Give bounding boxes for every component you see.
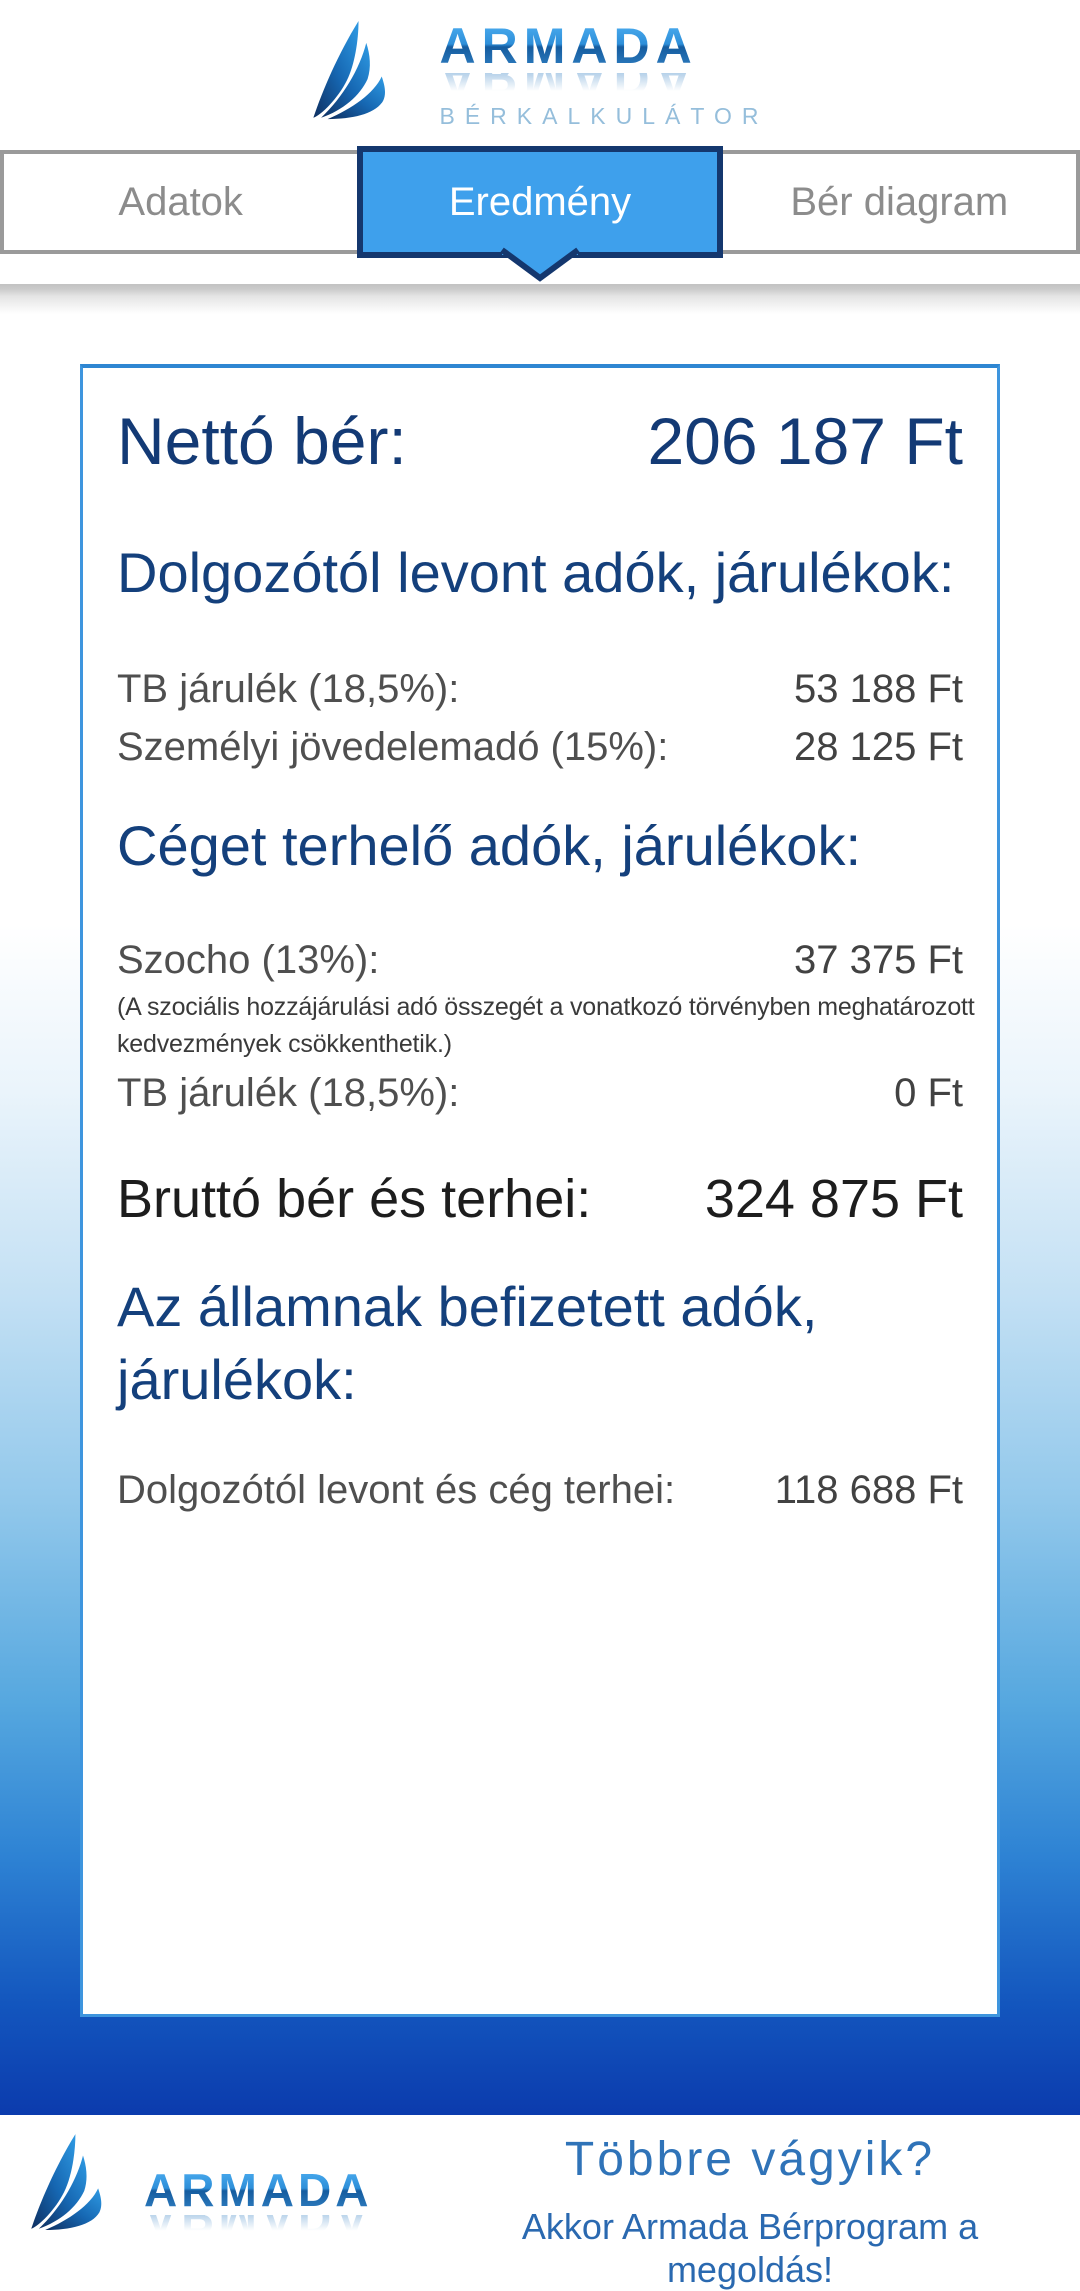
employer-taxes-title: Céget terhelő adók, járulékok: xyxy=(117,813,861,877)
employee-taxes-title: Dolgozótól levont adók, járulékok: xyxy=(117,541,955,605)
brutto-ber-label: Bruttó bér és terhei: xyxy=(117,1168,592,1229)
app-footer: ARMADA ARMADA Többre vágyik? Akkor Armad… xyxy=(0,2115,1080,2290)
netto-ber-value: 206 187 Ft xyxy=(647,404,963,478)
app-header: ARMADA ARMADA BÉRKALKULÁTOR xyxy=(0,0,1080,150)
szocho-value: 37 375 Ft xyxy=(793,937,963,982)
netto-ber-row: Nettó bér: 206 187 Ft xyxy=(117,402,963,481)
promo-tagline: Akkor Armada Bérprogram a megoldás! xyxy=(521,2205,979,2290)
promo-headline: Többre vágyik? xyxy=(564,2133,936,2186)
footer-brand-wordmark-reflection: ARMADA xyxy=(144,2215,373,2241)
brutto-ber-value: 324 875 Ft xyxy=(704,1168,963,1229)
footer-brand-wordmark: ARMADA xyxy=(144,2164,373,2216)
brand-wordmark-reflection: ARMADA xyxy=(439,72,698,103)
armada-logo: ARMADA ARMADA BÉRKALKULÁTOR xyxy=(312,20,769,130)
szja-row: Személyi jövedelemadó (15%): 28 125 Ft xyxy=(117,718,963,776)
brand-text-block: ARMADA ARMADA BÉRKALKULÁTOR xyxy=(440,21,769,130)
footer-armada-sail-icon xyxy=(30,2123,112,2248)
szocho-note-line2: kedvezmények csökkenthetik.) xyxy=(117,1030,452,1059)
footer-armada-logo: ARMADA ARMADA xyxy=(30,2123,372,2248)
brand-subtitle: BÉRKALKULÁTOR xyxy=(439,102,769,129)
tb-jarulek-row: TB járulék (18,5%): 53 188 Ft xyxy=(117,660,963,718)
state-taxes-rows: Dolgozótól levont és cég terhei: 118 688… xyxy=(117,1461,963,1519)
szocho-note-line1: (A szociális hozzájárulási adó összegét … xyxy=(117,992,975,1021)
tab-adatok[interactable]: Adatok xyxy=(0,150,362,254)
szja-label: Személyi jövedelemadó (15%): xyxy=(117,724,669,769)
brutto-ber-row: Bruttó bér és terhei: 324 875 Ft xyxy=(117,1166,963,1234)
tb-jarulek-value: 53 188 Ft xyxy=(793,666,963,711)
employer-tb-jarulek-label: TB járulék (18,5%): xyxy=(117,1070,460,1115)
szocho-note: (A szociális hozzájárulási adó összegét … xyxy=(117,989,975,1064)
total-burden-label: Dolgozótól levont és cég terhei: xyxy=(117,1467,676,1512)
footer-brand-text-block: ARMADA ARMADA xyxy=(144,2167,372,2241)
employer-taxes-rows: Szocho (13%): 37 375 Ft (A szociális hoz… xyxy=(117,931,975,1122)
netto-ber-label: Nettó bér: xyxy=(117,404,407,478)
tab-ber-diagram[interactable]: Bér diagram xyxy=(718,150,1080,254)
state-taxes-title: Az államnak befizetett adók, járulékok: xyxy=(117,1275,818,1412)
szja-value: 28 125 Ft xyxy=(793,724,963,769)
total-burden-row: Dolgozótól levont és cég terhei: 118 688… xyxy=(117,1461,963,1519)
employer-tb-jarulek-value: 0 Ft xyxy=(894,1070,963,1115)
armada-sail-icon xyxy=(312,20,396,126)
armada-berprogram-promo[interactable]: Többre vágyik? Akkor Armada Bérprogram a… xyxy=(440,2131,1060,2291)
tabbar-drop-shadow xyxy=(0,284,1080,314)
brand-wordmark: ARMADA xyxy=(439,17,698,74)
szocho-row: Szocho (13%): 37 375 Ft xyxy=(117,931,963,989)
tab-eredmeny[interactable]: Eredmény xyxy=(357,146,723,258)
employee-taxes-rows: TB járulék (18,5%): 53 188 Ft Személyi j… xyxy=(117,660,963,776)
active-tab-pointer-icon xyxy=(496,246,584,287)
szocho-label: Szocho (13%): xyxy=(117,937,380,982)
result-card: Nettó bér: 206 187 Ft Dolgozótól levont … xyxy=(80,364,1000,2017)
tab-bar: Adatok Eredmény Bér diagram xyxy=(0,146,1080,258)
employer-tb-jarulek-row: TB járulék (18,5%): 0 Ft xyxy=(117,1064,963,1122)
tb-jarulek-label: TB járulék (18,5%): xyxy=(117,666,460,711)
total-burden-value: 118 688 Ft xyxy=(774,1467,963,1512)
